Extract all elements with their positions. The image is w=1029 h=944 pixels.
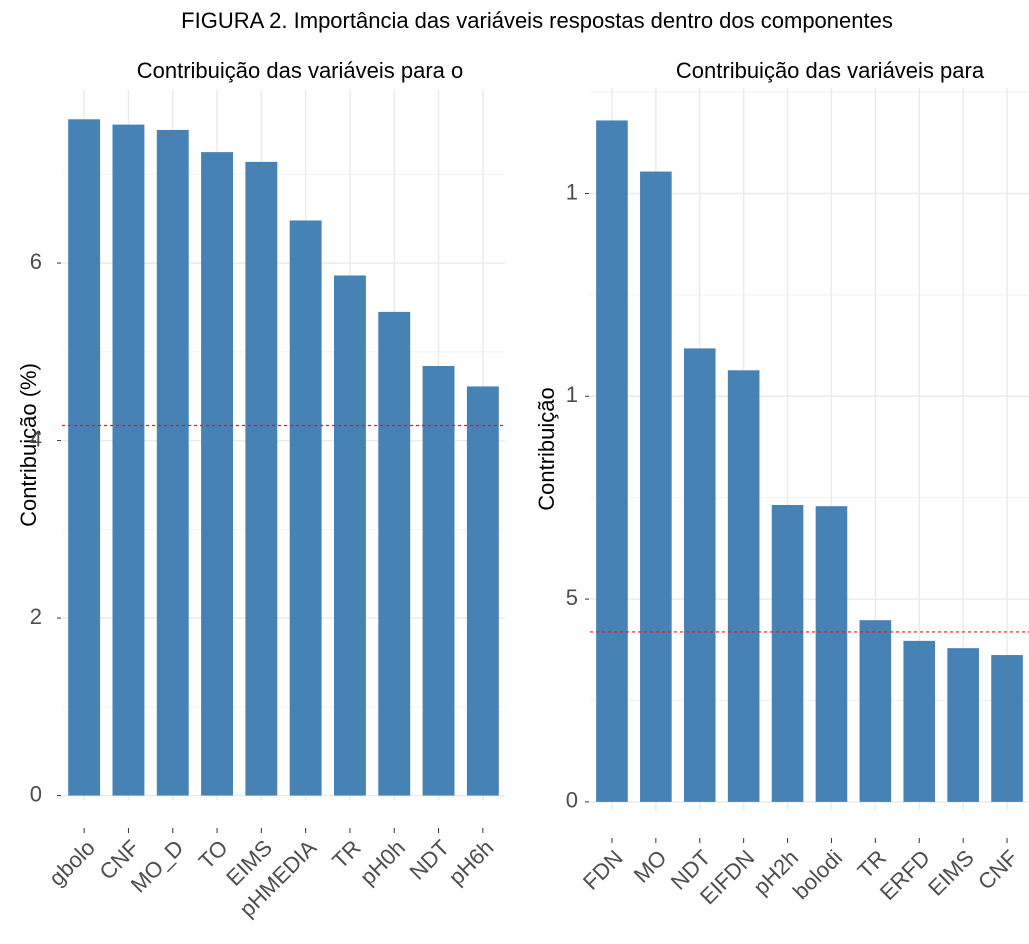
bar [156, 129, 189, 796]
y-tick-label: 4 [30, 426, 42, 451]
bar [466, 386, 499, 796]
y-tick-label: 5 [566, 585, 578, 610]
bar [683, 348, 716, 802]
figure-title: FIGURA 2. Importância das variáveis resp… [181, 8, 893, 33]
y-tick-label: 1 [566, 382, 578, 407]
x-tick-label: pH0h [355, 835, 410, 890]
panel-title: Contribuição das variáveis para o [137, 58, 464, 83]
bar [991, 655, 1023, 802]
x-tick-label: pH6h [444, 835, 499, 890]
bar [112, 124, 145, 796]
x-tick-label: EIMS [923, 845, 979, 901]
x-tick-label: ERFD [875, 845, 935, 905]
bar [378, 311, 411, 796]
x-tick-label: FDN [578, 845, 628, 895]
bar [947, 648, 979, 802]
y-tick-label: 2 [30, 604, 42, 629]
bar [727, 370, 760, 802]
bar [201, 152, 233, 796]
bar [334, 275, 366, 796]
y-axis-label: Contribuição (%) [16, 363, 41, 527]
x-tick-label: bolodi [788, 845, 847, 904]
panel-title: Contribuição das variáveis para [676, 58, 985, 83]
y-tick-label: 6 [30, 249, 42, 274]
bar [903, 640, 936, 802]
bar [245, 161, 278, 796]
bar [640, 171, 672, 802]
bar [859, 620, 892, 802]
y-tick-label: 0 [30, 781, 42, 806]
x-tick-label: NDT [405, 835, 455, 885]
x-tick-label: CNF [973, 845, 1023, 895]
bar [289, 220, 322, 796]
y-tick-label: 0 [566, 788, 578, 813]
bar [596, 120, 628, 802]
bar [422, 366, 455, 796]
x-tick-label: gbolo [44, 835, 100, 891]
x-tick-label: MO [629, 845, 672, 888]
y-axis-label: Contribuição [534, 387, 559, 511]
bar [771, 504, 804, 802]
y-tick-label: 1 [566, 179, 578, 204]
bar [68, 119, 101, 796]
bar [815, 506, 848, 802]
